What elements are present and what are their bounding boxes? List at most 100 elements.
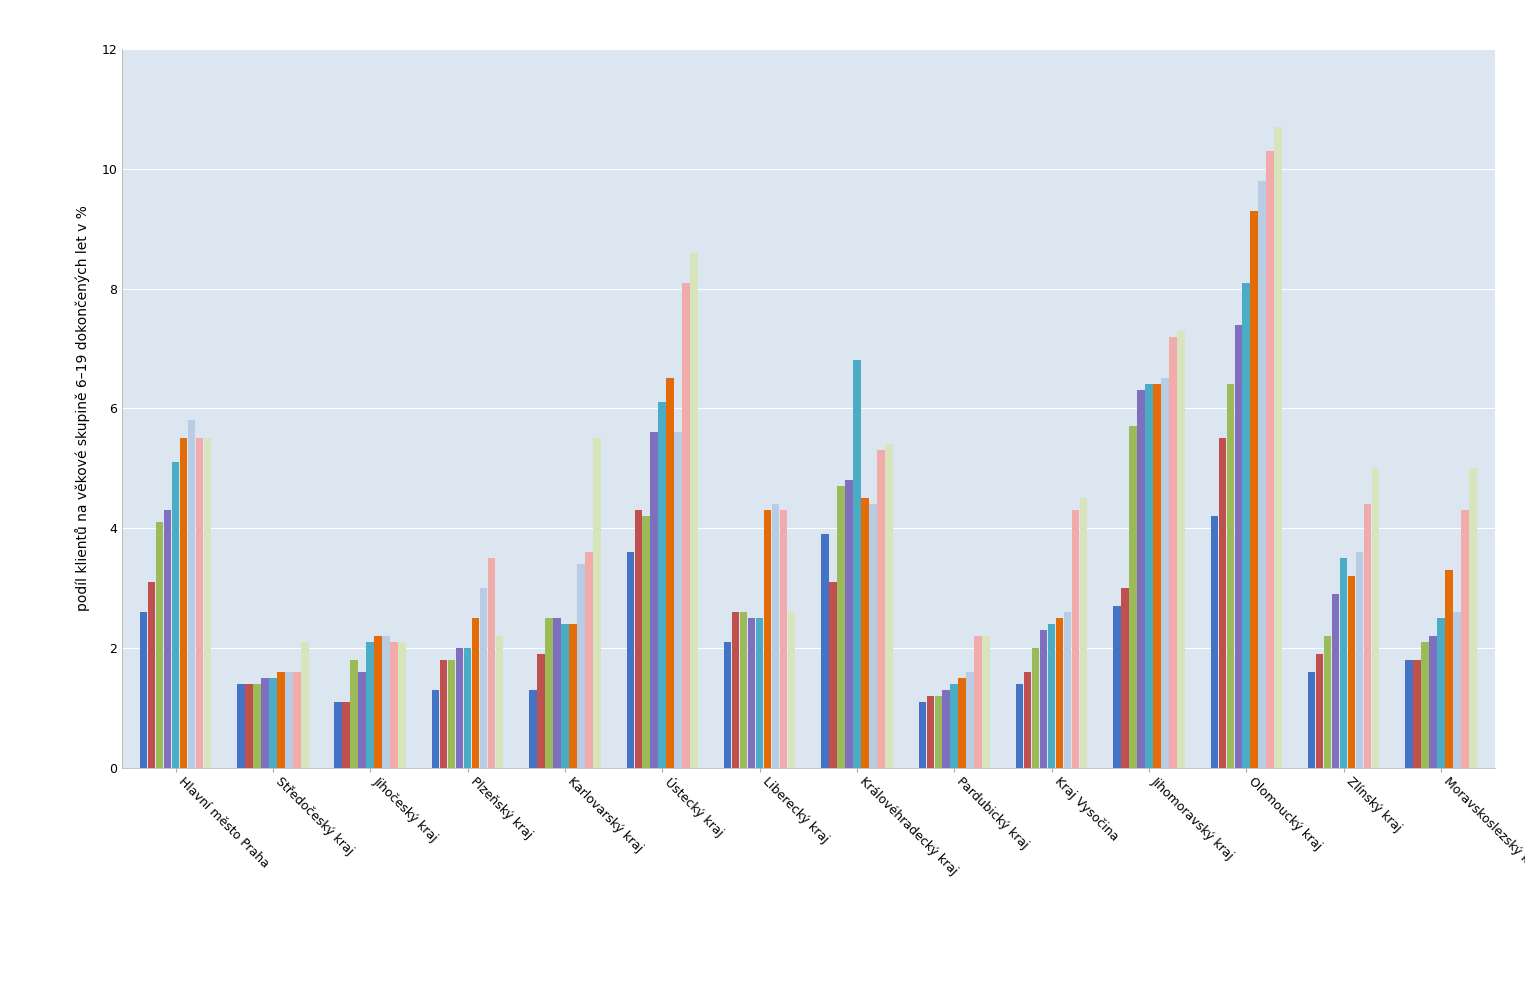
Bar (358, 672, 366, 768)
Bar (732, 612, 740, 768)
Y-axis label: podíl klientů na věkové skupině 6–19 dokončených let v %: podíl klientů na věkové skupině 6–19 dok… (75, 206, 90, 611)
Bar (967, 672, 974, 768)
Bar (1064, 612, 1072, 768)
Bar (852, 360, 860, 768)
Bar (1032, 647, 1040, 768)
Bar (756, 618, 764, 768)
Bar (140, 612, 148, 768)
Bar (1128, 426, 1136, 768)
Bar (958, 678, 965, 768)
Bar (642, 516, 650, 768)
Bar (918, 702, 926, 768)
Bar (156, 523, 163, 768)
Bar (950, 684, 958, 768)
Bar (471, 618, 479, 768)
Bar (148, 582, 156, 768)
Bar (554, 618, 561, 768)
Bar (1414, 660, 1421, 768)
Bar (285, 672, 293, 768)
Bar (300, 642, 308, 768)
Bar (877, 451, 884, 768)
Bar (1437, 618, 1444, 768)
Bar (982, 636, 990, 768)
Bar (351, 660, 358, 768)
Bar (1316, 653, 1324, 768)
Bar (974, 636, 982, 768)
Bar (1145, 385, 1153, 768)
Bar (1372, 468, 1379, 768)
Bar (1023, 672, 1031, 768)
Bar (1243, 282, 1250, 768)
Bar (666, 379, 674, 768)
Bar (1446, 570, 1453, 768)
Bar (488, 558, 496, 768)
Bar (862, 498, 869, 768)
Bar (180, 438, 188, 768)
Bar (390, 642, 398, 768)
Bar (398, 642, 406, 768)
Bar (195, 438, 203, 768)
Bar (651, 432, 659, 768)
Bar (927, 696, 935, 768)
Bar (1153, 385, 1161, 768)
Bar (204, 438, 212, 768)
Bar (682, 282, 689, 768)
Bar (464, 647, 471, 768)
Bar (448, 660, 456, 768)
Bar (869, 504, 877, 768)
Bar (1055, 618, 1063, 768)
Bar (845, 480, 852, 768)
Bar (1080, 498, 1087, 768)
Bar (779, 510, 787, 768)
Bar (1113, 606, 1121, 768)
Bar (1258, 181, 1266, 768)
Bar (268, 678, 276, 768)
Bar (1469, 468, 1476, 768)
Bar (1405, 660, 1412, 768)
Bar (691, 253, 698, 768)
Bar (724, 642, 732, 768)
Bar (1356, 552, 1363, 768)
Bar (432, 690, 439, 768)
Bar (456, 647, 464, 768)
Bar (830, 582, 837, 768)
Bar (1348, 576, 1356, 768)
Bar (740, 612, 747, 768)
Bar (1177, 331, 1185, 768)
Bar (172, 462, 180, 768)
Bar (1161, 379, 1168, 768)
Bar (1121, 588, 1128, 768)
Bar (586, 552, 593, 768)
Bar (375, 636, 381, 768)
Bar (1218, 438, 1226, 768)
Bar (278, 672, 285, 768)
Bar (659, 402, 666, 768)
Bar (238, 684, 244, 768)
Bar (576, 564, 584, 768)
Bar (788, 612, 796, 768)
Bar (772, 504, 779, 768)
Bar (163, 510, 171, 768)
Bar (1250, 211, 1258, 768)
Bar (1453, 612, 1461, 768)
Bar (334, 702, 342, 768)
Bar (747, 618, 755, 768)
Bar (1363, 504, 1371, 768)
Bar (1072, 510, 1080, 768)
Bar (764, 510, 772, 768)
Bar (1211, 516, 1218, 768)
Bar (1048, 624, 1055, 768)
Bar (634, 510, 642, 768)
Bar (439, 660, 447, 768)
Bar (1170, 337, 1177, 768)
Bar (1461, 510, 1469, 768)
Bar (884, 445, 892, 768)
Bar (627, 552, 634, 768)
Bar (674, 432, 682, 768)
Bar (1226, 385, 1234, 768)
Bar (1138, 391, 1145, 768)
Bar (1331, 594, 1339, 768)
Bar (837, 486, 845, 768)
Bar (544, 618, 552, 768)
Bar (561, 624, 569, 768)
